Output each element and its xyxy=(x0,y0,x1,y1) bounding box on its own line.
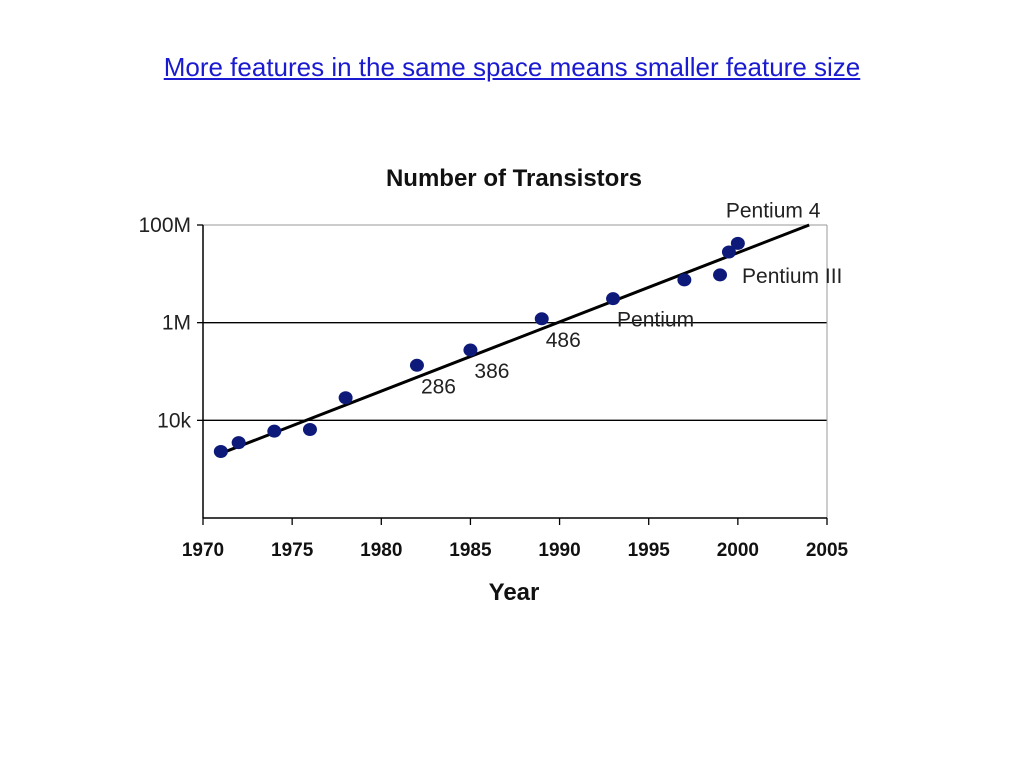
data-point xyxy=(713,268,728,282)
trend-line xyxy=(220,223,810,455)
trend-layer xyxy=(220,223,810,455)
point-layer xyxy=(213,236,745,459)
x-axis-label: Year xyxy=(489,579,540,606)
data-point xyxy=(606,292,621,306)
point-annotation: 286 xyxy=(421,375,456,398)
data-point xyxy=(409,358,424,372)
point-annotation: Pentium 4 xyxy=(726,199,821,222)
x-tick-label: 1970 xyxy=(182,540,224,561)
data-point xyxy=(534,312,549,326)
y-tick-label: 100M xyxy=(138,214,191,237)
data-point xyxy=(721,245,736,259)
data-point xyxy=(338,391,353,405)
point-annotation: 486 xyxy=(546,329,581,352)
point-annotation: Pentium xyxy=(617,309,694,332)
data-point xyxy=(231,436,246,450)
y-tick-label: 1M xyxy=(162,312,191,335)
point-annotation: 386 xyxy=(474,360,509,383)
data-point xyxy=(213,445,228,459)
data-point xyxy=(302,422,317,436)
chart-title: Number of Transistors xyxy=(386,165,642,192)
point-annotation: Pentium III xyxy=(742,265,842,288)
slide-title-link[interactable]: More features in the same space means sm… xyxy=(163,52,861,82)
x-tick-label: 2005 xyxy=(806,540,849,561)
grid-layer xyxy=(203,322,827,421)
data-point xyxy=(267,424,282,438)
data-point xyxy=(463,343,478,357)
x-tick-label: 1975 xyxy=(271,540,314,561)
label-layer: 286 386 486 Pentium Pentium III Pentium 4 xyxy=(421,199,842,398)
data-point xyxy=(677,273,692,287)
x-tick-label: 2000 xyxy=(717,540,759,561)
x-tick-label: 1990 xyxy=(538,540,580,561)
y-tick-label: 10k xyxy=(157,409,191,432)
x-tick-label: 1995 xyxy=(628,540,671,561)
data-point xyxy=(730,236,745,250)
axis-layer: 10k 1M 100M 1970 1975 1980 1985 1990 1995 2000 200… xyxy=(138,214,848,561)
x-tick-label: 1985 xyxy=(449,540,492,561)
x-tick-label: 1980 xyxy=(360,540,402,561)
